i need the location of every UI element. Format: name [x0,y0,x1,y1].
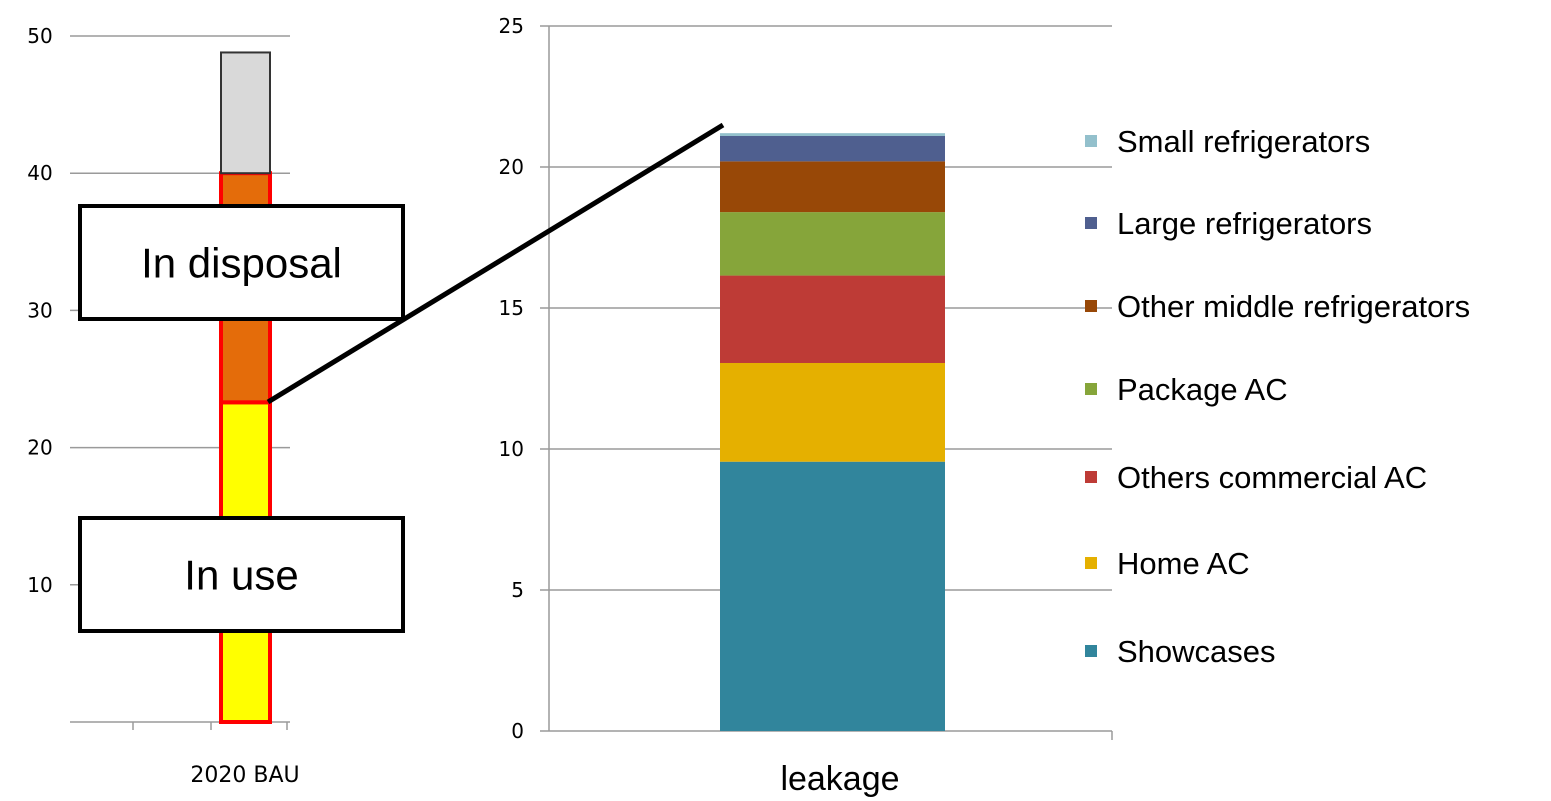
bar-segment [720,461,945,731]
y-tick-label: 20 [27,436,52,460]
legend-swatch [1085,645,1097,657]
legend-label: Others commercial AC [1117,460,1427,495]
callout-label: In use [184,552,298,599]
y-tick-label: 15 [499,296,524,320]
legend-swatch [1085,471,1097,483]
legend-swatch [1085,300,1097,312]
y-tick-label: 10 [499,437,524,461]
y-tick-label: 20 [499,155,524,179]
y-tick-label: 0 [511,719,524,743]
y-tick-label: 5 [511,578,524,602]
right-stacked-bar-chart: 0 5 10 15 20 25 leakage Small refrigerators Larg… [499,14,1471,798]
left-stacked-bar-chart: 10 20 30 40 50 2020 BAU [27,24,299,788]
bar-segment [720,212,945,276]
legend-swatch [1085,557,1097,569]
legend-swatch [1085,217,1097,229]
y-tick-label: 25 [499,14,524,38]
x-tick-label: 2020 BAU [190,763,299,788]
connector-line [266,122,725,405]
y-tick-label: 50 [27,24,52,48]
legend-label: Small refrigerators [1117,124,1370,159]
callout-box [78,204,405,321]
callout-box [78,516,405,633]
y-tick-label: 30 [27,298,52,322]
y-tick-label: 40 [27,161,52,185]
bar-segment [720,275,945,363]
x-axis-label: leakage [780,760,899,798]
y-tick-label: 10 [27,573,52,597]
legend-label: Large refrigerators [1117,206,1372,241]
callout-layer: In disposal In use [78,122,725,633]
legend-swatch [1085,383,1097,395]
legend-label: Showcases [1117,634,1276,669]
legend-label: Other middle refrigerators [1117,289,1470,324]
bar-segment [720,362,945,462]
bar-segment [720,161,945,213]
legend-label: Package AC [1117,372,1288,407]
bar-segment [720,133,945,136]
bar-segment [220,51,271,175]
callout-label: In disposal [141,240,342,287]
legend-swatch [1085,135,1097,147]
bar-segment [720,135,945,162]
legend-label: Home AC [1117,546,1250,581]
